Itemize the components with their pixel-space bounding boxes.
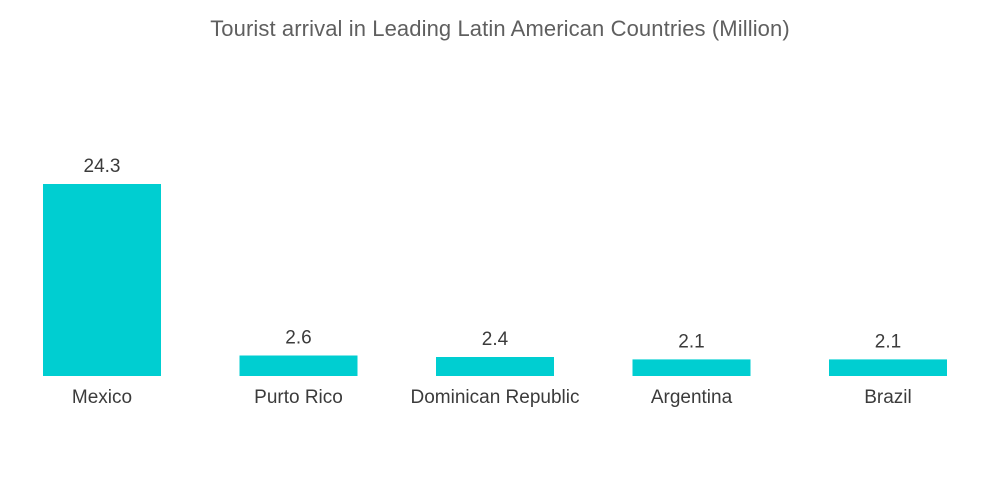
value-label-mexico: 24.3 [84, 156, 121, 177]
chart-title: Tourist arrival in Leading Latin America… [210, 16, 790, 41]
value-label-dominican-republic: 2.4 [482, 329, 509, 350]
value-label-purto-rico: 2.6 [285, 328, 311, 349]
bar-brazil [829, 359, 947, 376]
category-label-mexico: Mexico [72, 387, 132, 408]
bar-mexico [43, 184, 161, 376]
category-label-brazil: Brazil [864, 387, 912, 408]
bars-layer [43, 184, 947, 376]
value-labels-layer: 24.3 2.6 2.4 2.1 2.1 [84, 156, 902, 352]
bar-dominican-republic [436, 357, 554, 376]
bar-argentina [632, 359, 751, 376]
category-label-argentina: Argentina [651, 387, 733, 408]
category-label-purto-rico: Purto Rico [254, 387, 343, 408]
value-label-brazil: 2.1 [875, 331, 901, 352]
category-labels-layer: Mexico Purto Rico Dominican Republic Argent… [72, 387, 912, 408]
value-label-argentina: 2.1 [678, 331, 704, 352]
category-label-dominican-republic: Dominican Republic [411, 387, 580, 408]
bar-purto-rico [239, 355, 358, 376]
